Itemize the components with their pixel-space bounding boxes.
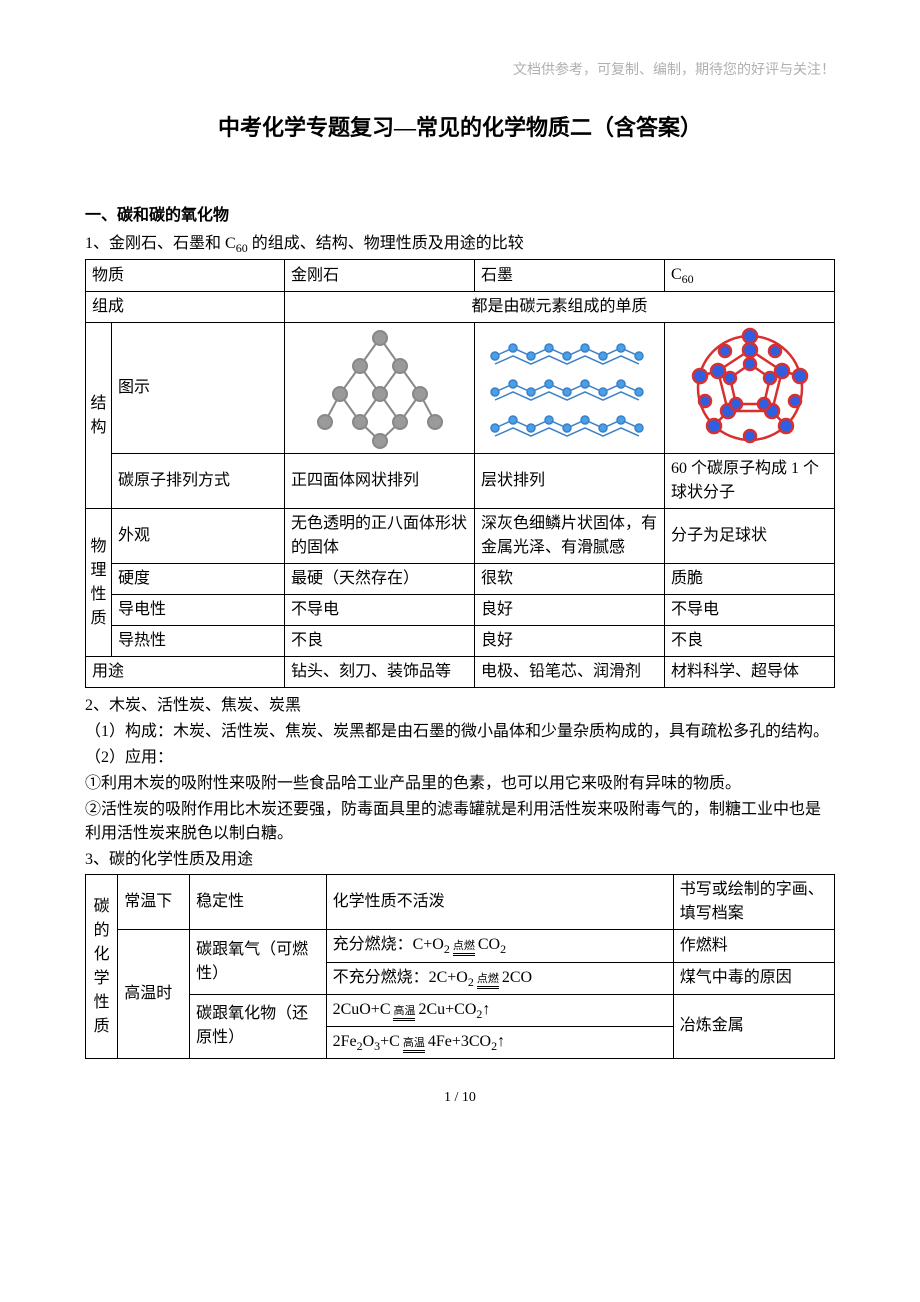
combust-full-eq: 充分燃烧：C+O2点燃CO2 — [326, 930, 673, 962]
row-arrange-label: 碳原子排列方式 — [112, 454, 285, 509]
look-diamond: 无色透明的正八面体形状的固体 — [285, 509, 475, 564]
chem-properties-table: 碳的化学性质 常温下 稳定性 化学性质不活泼 书写或绘制的字画、填写档案 高温时… — [85, 874, 835, 1059]
eq3: 2CuO+C高温2Cu+CO2↑ — [326, 994, 673, 1026]
p2-2: （2）应用： — [85, 746, 835, 770]
graphite-structure-icon — [485, 326, 655, 450]
p3-heading: 3、碳的化学性质及用途 — [85, 848, 835, 872]
stability-desc: 化学性质不活泼 — [326, 875, 673, 930]
stability-use: 书写或绘制的字画、填写档案 — [673, 875, 834, 930]
graphite-structure-cell — [475, 323, 665, 454]
elec-graphite: 良好 — [475, 595, 665, 626]
table-row: 碳的化学性质 常温下 稳定性 化学性质不活泼 书写或绘制的字画、填写档案 — [86, 875, 835, 930]
line1-sub: 60 — [236, 241, 248, 255]
th-c60: C60 — [665, 260, 835, 292]
table-row: 导电性 不导电 良好 不导电 — [86, 595, 835, 626]
use-c60: 材料科学、超导体 — [665, 657, 835, 688]
c60-structure-icon — [680, 326, 820, 450]
eq4: 2Fe2O3+C高温4Fe+3CO2↑ — [326, 1026, 673, 1058]
th-diamond: 金刚石 — [285, 260, 475, 292]
th-graphite: 石墨 — [475, 260, 665, 292]
table-row: 硬度 最硬（天然存在） 很软 质脆 — [86, 564, 835, 595]
comparison-table: 物质 金刚石 石墨 C60 组成 都是由碳元素组成的单质 结构 图示 — [85, 259, 835, 688]
header-note: 文档供参考，可复制、编制，期待您的好评与关注！ — [85, 60, 835, 81]
page-footer: 1 / 10 — [85, 1087, 835, 1108]
table-row: 碳跟氧化物（还原性） 2CuO+C高温2Cu+CO2↑ 冶炼金属 — [86, 994, 835, 1026]
combust-part-use: 煤气中毒的原因 — [673, 962, 834, 994]
section-a-heading: 一、碳和碳的氧化物 — [85, 204, 835, 228]
row-comp-val: 都是由碳元素组成的单质 — [285, 292, 835, 323]
v-chem: 碳的化学性质 — [86, 875, 118, 1059]
hard-c60: 质脆 — [665, 564, 835, 595]
row-diagram-label: 图示 — [112, 323, 285, 454]
temp-high: 高温时 — [118, 930, 190, 1059]
c60-structure-cell — [665, 323, 835, 454]
arr-c60: 60 个碳原子构成 1 个球状分子 — [665, 454, 835, 509]
table-row: 结构 图示 — [86, 323, 835, 454]
v-phys: 物理性质 — [86, 509, 112, 657]
combust-use: 作燃料 — [673, 930, 834, 962]
use-graphite: 电极、铅笔芯、润滑剂 — [475, 657, 665, 688]
p2-4: ②活性炭的吸附作用比木炭还要强，防毒面具里的滤毒罐就是利用活性炭来吸附毒气的，制… — [85, 798, 835, 846]
temp-normal: 常温下 — [118, 875, 190, 930]
table-row: 物理性质 外观 无色透明的正八面体形状的固体 深灰色细鳞片状固体，有金属光泽、有… — [86, 509, 835, 564]
table-row: 高温时 碳跟氧气（可燃性） 充分燃烧：C+O2点燃CO2 作燃料 — [86, 930, 835, 962]
row-look-label: 外观 — [112, 509, 285, 564]
arr-graphite: 层状排列 — [475, 454, 665, 509]
line1-pre: 1、金刚石、石墨和 C — [85, 235, 236, 252]
combust-part-eq: 不充分燃烧：2C+O2点燃2CO — [326, 962, 673, 994]
heat-diamond: 不良 — [285, 626, 475, 657]
look-c60: 分子为足球状 — [665, 509, 835, 564]
arr-diamond: 正四面体网状排列 — [285, 454, 475, 509]
p2-heading: 2、木炭、活性炭、焦炭、炭黑 — [85, 694, 835, 718]
v-structure: 结构 — [86, 323, 112, 509]
diamond-structure-cell — [285, 323, 475, 454]
page-title: 中考化学专题复习—常见的化学物质二（含答案） — [85, 111, 835, 144]
with-o2-label: 碳跟氧气（可燃性） — [190, 930, 326, 994]
row-hard-label: 硬度 — [112, 564, 285, 595]
with-oxide-label: 碳跟氧化物（还原性） — [190, 994, 326, 1058]
row-comp-label: 组成 — [86, 292, 285, 323]
table-row: 导热性 不良 良好 不良 — [86, 626, 835, 657]
table-row: 用途 钻头、刻刀、装饰品等 电极、铅笔芯、润滑剂 材料科学、超导体 — [86, 657, 835, 688]
row-heat-label: 导热性 — [112, 626, 285, 657]
look-graphite: 深灰色细鳞片状固体，有金属光泽、有滑腻感 — [475, 509, 665, 564]
row-elec-label: 导电性 — [112, 595, 285, 626]
stability: 稳定性 — [190, 875, 326, 930]
table-row: 组成 都是由碳元素组成的单质 — [86, 292, 835, 323]
elec-c60: 不导电 — [665, 595, 835, 626]
table-row: 物质 金刚石 石墨 C60 — [86, 260, 835, 292]
hard-graphite: 很软 — [475, 564, 665, 595]
use-diamond: 钻头、刻刀、装饰品等 — [285, 657, 475, 688]
table-row: 碳原子排列方式 正四面体网状排列 层状排列 60 个碳原子构成 1 个球状分子 — [86, 454, 835, 509]
heat-c60: 不良 — [665, 626, 835, 657]
line1-post: 的组成、结构、物理性质及用途的比较 — [248, 235, 524, 252]
heat-graphite: 良好 — [475, 626, 665, 657]
section-a-line1: 1、金刚石、石墨和 C60 的组成、结构、物理性质及用途的比较 — [85, 232, 835, 257]
p2-3: ①利用木炭的吸附性来吸附一些食品哈工业产品里的色素，也可以用它来吸附有异味的物质… — [85, 772, 835, 796]
smelt-use: 冶炼金属 — [673, 994, 834, 1058]
hard-diamond: 最硬（天然存在） — [285, 564, 475, 595]
elec-diamond: 不导电 — [285, 595, 475, 626]
row-use-label: 用途 — [86, 657, 285, 688]
p2-1: （1）构成：木炭、活性炭、焦炭、炭黑都是由石墨的微小晶体和少量杂质构成的，具有疏… — [85, 720, 835, 744]
diamond-structure-icon — [310, 326, 450, 450]
th-substance: 物质 — [86, 260, 285, 292]
